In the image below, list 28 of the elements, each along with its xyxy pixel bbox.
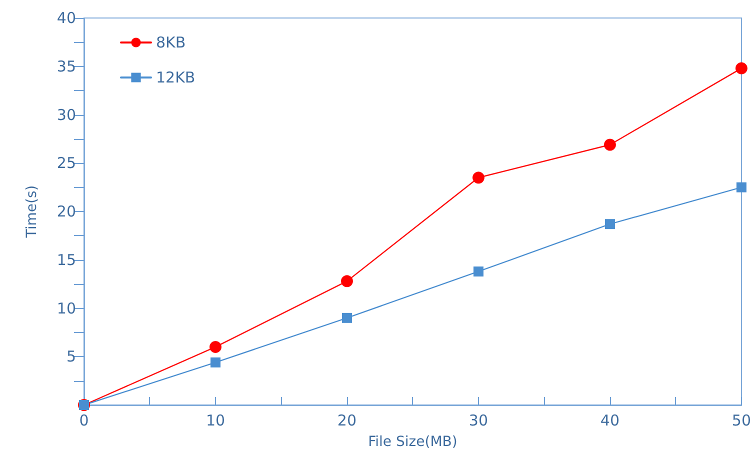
point <box>210 357 220 368</box>
legend-label: 12KB <box>156 68 196 86</box>
y-tick-label: 40 <box>56 9 76 27</box>
y-tick-label: 10 <box>56 299 76 318</box>
x-tick-label: 50 <box>732 412 752 430</box>
point <box>472 172 484 184</box>
point <box>604 219 615 230</box>
y-tick-label: 15 <box>56 250 76 269</box>
y-tick-label: 30 <box>56 106 76 124</box>
x-tick-label: 40 <box>600 412 620 430</box>
point <box>604 138 616 151</box>
legend-label: 8KB <box>156 34 186 52</box>
y-tick-label: 35 <box>56 57 76 76</box>
y-tick-label: 5 <box>66 348 76 366</box>
point <box>735 62 748 74</box>
x-tick-label: 0 <box>79 412 89 430</box>
point <box>473 266 484 276</box>
y-tick-label: 25 <box>56 154 76 172</box>
x-tick-label: 20 <box>337 412 357 430</box>
x-tick-label: 30 <box>468 412 488 430</box>
x-tick-label: 10 <box>206 412 226 430</box>
point <box>340 275 353 288</box>
point <box>342 312 352 323</box>
y-tick-label: 20 <box>56 202 76 220</box>
point <box>736 182 746 192</box>
y-axis-title: Time(s) <box>24 185 40 239</box>
x-axis-title: File Size(MB) <box>368 434 458 450</box>
point <box>210 340 222 353</box>
